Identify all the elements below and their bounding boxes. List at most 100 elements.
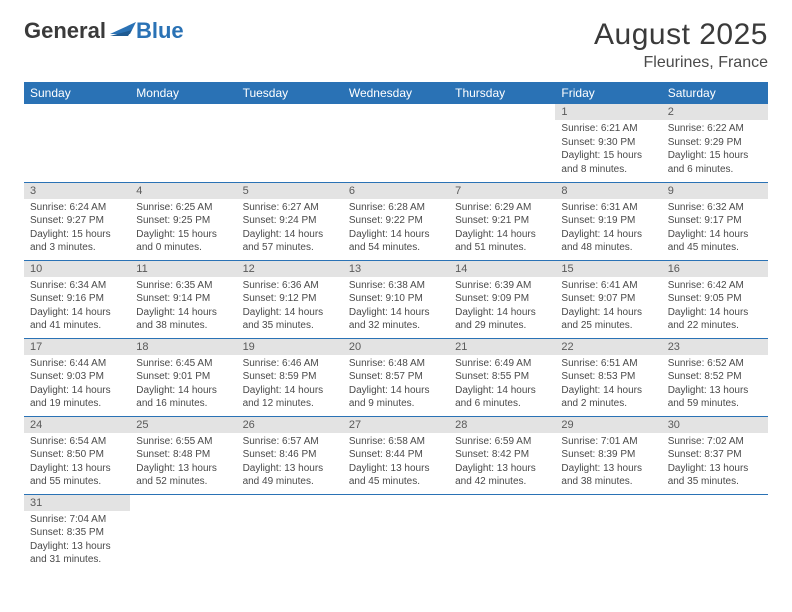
sunrise-text: Sunrise: 7:01 AM bbox=[561, 435, 655, 449]
sunrise-text: Sunrise: 6:38 AM bbox=[349, 279, 443, 293]
calendar-cell bbox=[449, 104, 555, 182]
sunset-text: Sunset: 9:22 PM bbox=[349, 214, 443, 228]
daylight-text: Daylight: 13 hours and 38 minutes. bbox=[561, 462, 655, 489]
daylight-text: Daylight: 14 hours and 45 minutes. bbox=[668, 228, 762, 255]
day-info: Sunrise: 6:27 AMSunset: 9:24 PMDaylight:… bbox=[237, 199, 343, 259]
daylight-text: Daylight: 14 hours and 54 minutes. bbox=[349, 228, 443, 255]
day-info: Sunrise: 6:41 AMSunset: 9:07 PMDaylight:… bbox=[555, 277, 661, 337]
day-info: Sunrise: 6:29 AMSunset: 9:21 PMDaylight:… bbox=[449, 199, 555, 259]
month-year: August 2025 bbox=[594, 18, 768, 52]
day-number: 20 bbox=[343, 339, 449, 355]
day-info: Sunrise: 6:42 AMSunset: 9:05 PMDaylight:… bbox=[662, 277, 768, 337]
calendar-cell bbox=[130, 494, 236, 572]
day-header: Tuesday bbox=[237, 82, 343, 104]
logo-text-blue: Blue bbox=[136, 18, 184, 44]
day-number: 16 bbox=[662, 261, 768, 277]
day-number: 8 bbox=[555, 183, 661, 199]
sunrise-text: Sunrise: 6:55 AM bbox=[136, 435, 230, 449]
calendar-week-row: 1Sunrise: 6:21 AMSunset: 9:30 PMDaylight… bbox=[24, 104, 768, 182]
sunset-text: Sunset: 8:53 PM bbox=[561, 370, 655, 384]
daylight-text: Daylight: 14 hours and 9 minutes. bbox=[349, 384, 443, 411]
day-info: Sunrise: 6:51 AMSunset: 8:53 PMDaylight:… bbox=[555, 355, 661, 415]
calendar-cell: 27Sunrise: 6:58 AMSunset: 8:44 PMDayligh… bbox=[343, 416, 449, 494]
calendar-cell: 13Sunrise: 6:38 AMSunset: 9:10 PMDayligh… bbox=[343, 260, 449, 338]
day-info: Sunrise: 7:01 AMSunset: 8:39 PMDaylight:… bbox=[555, 433, 661, 493]
calendar-cell: 31Sunrise: 7:04 AMSunset: 8:35 PMDayligh… bbox=[24, 494, 130, 572]
sunset-text: Sunset: 8:35 PM bbox=[30, 526, 124, 540]
logo: General Blue bbox=[24, 18, 184, 44]
sunrise-text: Sunrise: 6:36 AM bbox=[243, 279, 337, 293]
daylight-text: Daylight: 14 hours and 57 minutes. bbox=[243, 228, 337, 255]
calendar-cell: 18Sunrise: 6:45 AMSunset: 9:01 PMDayligh… bbox=[130, 338, 236, 416]
sunrise-text: Sunrise: 6:31 AM bbox=[561, 201, 655, 215]
day-number: 28 bbox=[449, 417, 555, 433]
daylight-text: Daylight: 14 hours and 16 minutes. bbox=[136, 384, 230, 411]
day-number: 10 bbox=[24, 261, 130, 277]
sunrise-text: Sunrise: 6:29 AM bbox=[455, 201, 549, 215]
sunrise-text: Sunrise: 7:04 AM bbox=[30, 513, 124, 527]
sunrise-text: Sunrise: 6:27 AM bbox=[243, 201, 337, 215]
sunset-text: Sunset: 8:48 PM bbox=[136, 448, 230, 462]
sunrise-text: Sunrise: 6:48 AM bbox=[349, 357, 443, 371]
daylight-text: Daylight: 14 hours and 38 minutes. bbox=[136, 306, 230, 333]
daylight-text: Daylight: 15 hours and 0 minutes. bbox=[136, 228, 230, 255]
sunrise-text: Sunrise: 6:35 AM bbox=[136, 279, 230, 293]
daylight-text: Daylight: 13 hours and 49 minutes. bbox=[243, 462, 337, 489]
calendar-table: Sunday Monday Tuesday Wednesday Thursday… bbox=[24, 82, 768, 572]
sunset-text: Sunset: 8:50 PM bbox=[30, 448, 124, 462]
day-number: 18 bbox=[130, 339, 236, 355]
day-header-row: Sunday Monday Tuesday Wednesday Thursday… bbox=[24, 82, 768, 104]
location: Fleurines, France bbox=[594, 54, 768, 72]
day-header: Saturday bbox=[662, 82, 768, 104]
calendar-cell: 21Sunrise: 6:49 AMSunset: 8:55 PMDayligh… bbox=[449, 338, 555, 416]
sunrise-text: Sunrise: 6:21 AM bbox=[561, 122, 655, 136]
day-number: 12 bbox=[237, 261, 343, 277]
sunset-text: Sunset: 9:12 PM bbox=[243, 292, 337, 306]
calendar-cell bbox=[662, 494, 768, 572]
sunset-text: Sunset: 9:03 PM bbox=[30, 370, 124, 384]
sunrise-text: Sunrise: 6:45 AM bbox=[136, 357, 230, 371]
day-number: 2 bbox=[662, 104, 768, 120]
sunrise-text: Sunrise: 6:41 AM bbox=[561, 279, 655, 293]
calendar-cell: 9Sunrise: 6:32 AMSunset: 9:17 PMDaylight… bbox=[662, 182, 768, 260]
calendar-week-row: 24Sunrise: 6:54 AMSunset: 8:50 PMDayligh… bbox=[24, 416, 768, 494]
calendar-cell: 2Sunrise: 6:22 AMSunset: 9:29 PMDaylight… bbox=[662, 104, 768, 182]
day-info: Sunrise: 6:24 AMSunset: 9:27 PMDaylight:… bbox=[24, 199, 130, 259]
day-info: Sunrise: 6:38 AMSunset: 9:10 PMDaylight:… bbox=[343, 277, 449, 337]
calendar-cell: 15Sunrise: 6:41 AMSunset: 9:07 PMDayligh… bbox=[555, 260, 661, 338]
daylight-text: Daylight: 14 hours and 25 minutes. bbox=[561, 306, 655, 333]
day-info: Sunrise: 6:36 AMSunset: 9:12 PMDaylight:… bbox=[237, 277, 343, 337]
sunrise-text: Sunrise: 6:57 AM bbox=[243, 435, 337, 449]
daylight-text: Daylight: 14 hours and 51 minutes. bbox=[455, 228, 549, 255]
daylight-text: Daylight: 14 hours and 22 minutes. bbox=[668, 306, 762, 333]
calendar-cell bbox=[343, 104, 449, 182]
day-number: 6 bbox=[343, 183, 449, 199]
daylight-text: Daylight: 13 hours and 42 minutes. bbox=[455, 462, 549, 489]
day-number: 3 bbox=[24, 183, 130, 199]
sunset-text: Sunset: 9:30 PM bbox=[561, 136, 655, 150]
daylight-text: Daylight: 14 hours and 19 minutes. bbox=[30, 384, 124, 411]
calendar-cell: 23Sunrise: 6:52 AMSunset: 8:52 PMDayligh… bbox=[662, 338, 768, 416]
daylight-text: Daylight: 14 hours and 41 minutes. bbox=[30, 306, 124, 333]
day-info: Sunrise: 6:35 AMSunset: 9:14 PMDaylight:… bbox=[130, 277, 236, 337]
calendar-cell: 8Sunrise: 6:31 AMSunset: 9:19 PMDaylight… bbox=[555, 182, 661, 260]
day-number: 13 bbox=[343, 261, 449, 277]
calendar-cell bbox=[237, 494, 343, 572]
day-number: 7 bbox=[449, 183, 555, 199]
sunset-text: Sunset: 9:25 PM bbox=[136, 214, 230, 228]
day-number: 31 bbox=[24, 495, 130, 511]
day-number: 9 bbox=[662, 183, 768, 199]
calendar-cell bbox=[24, 104, 130, 182]
sunset-text: Sunset: 9:09 PM bbox=[455, 292, 549, 306]
day-info: Sunrise: 6:39 AMSunset: 9:09 PMDaylight:… bbox=[449, 277, 555, 337]
calendar-cell: 24Sunrise: 6:54 AMSunset: 8:50 PMDayligh… bbox=[24, 416, 130, 494]
daylight-text: Daylight: 14 hours and 6 minutes. bbox=[455, 384, 549, 411]
daylight-text: Daylight: 15 hours and 3 minutes. bbox=[30, 228, 124, 255]
sunrise-text: Sunrise: 6:54 AM bbox=[30, 435, 124, 449]
day-number: 17 bbox=[24, 339, 130, 355]
calendar-cell bbox=[130, 104, 236, 182]
sunset-text: Sunset: 9:21 PM bbox=[455, 214, 549, 228]
logo-text-general: General bbox=[24, 18, 106, 44]
sunrise-text: Sunrise: 6:28 AM bbox=[349, 201, 443, 215]
day-number: 22 bbox=[555, 339, 661, 355]
